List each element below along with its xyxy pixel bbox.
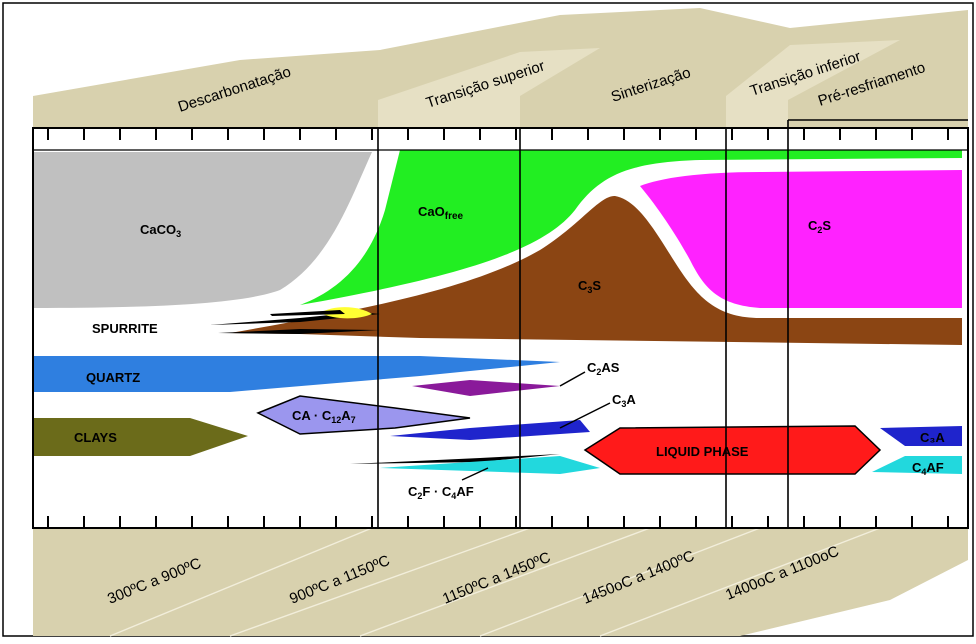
panel-border xyxy=(32,127,969,529)
c2s-label: C2S xyxy=(808,218,831,235)
tick-marks xyxy=(47,128,949,528)
c2s-region xyxy=(640,170,962,308)
c4af-right-region xyxy=(872,456,962,474)
liquid-phase-region xyxy=(583,425,882,475)
c2f-c4af-label: C2F · C4AF xyxy=(408,484,474,501)
cao-free-region xyxy=(300,150,962,305)
c2as-region xyxy=(412,380,560,396)
c2as-label: C2AS xyxy=(587,360,620,377)
clays-label: CLAYS xyxy=(74,430,117,445)
c3a-right-region xyxy=(880,426,962,446)
footer-band xyxy=(33,528,968,636)
zone-dividers xyxy=(377,119,968,528)
spurrite-band-bottom xyxy=(218,329,380,334)
header-band-light-1 xyxy=(378,48,600,128)
c3a-label: C3A xyxy=(612,392,636,409)
c2as-leader xyxy=(559,371,586,387)
c2f-leader xyxy=(461,467,489,481)
spurrite-yellow xyxy=(320,307,372,319)
c3a-leader xyxy=(559,402,611,429)
quartz-region xyxy=(34,356,560,392)
c3a-right-label: C₃A xyxy=(920,430,945,445)
cao-free-label: CaOfree xyxy=(418,204,464,222)
c3s-region xyxy=(230,195,962,345)
liquid-phase-label: LIQUID PHASE xyxy=(656,444,749,459)
spurrite-band-mid xyxy=(270,310,345,316)
quartz-label: QUARTZ xyxy=(86,370,140,385)
ca-c12a7-region xyxy=(256,395,471,435)
c3s-label: C3S xyxy=(578,278,601,295)
c3a-region xyxy=(390,420,590,440)
ca-c12a7-label: CA · C12A7 xyxy=(292,408,356,425)
spurrite-label: SPURRITE xyxy=(92,321,158,336)
c2f-band xyxy=(350,454,560,464)
caco3-label: CaCO3 xyxy=(140,222,181,239)
clays-region xyxy=(34,418,248,456)
caco3-region xyxy=(34,152,372,308)
c4af-label: C4AF xyxy=(912,460,944,477)
c4af-region xyxy=(380,456,600,474)
header-band-light-2 xyxy=(726,40,900,128)
footer-band-lines xyxy=(109,527,881,637)
